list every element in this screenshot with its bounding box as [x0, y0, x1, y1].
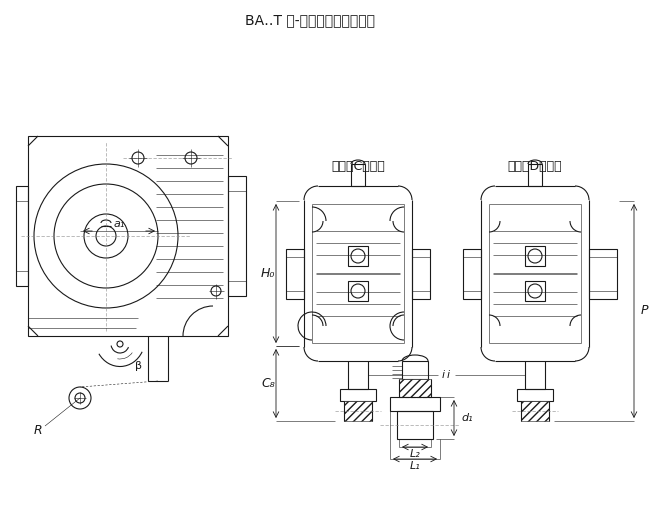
- Text: P: P: [641, 304, 649, 318]
- Text: BA‥T 型-扭矩臂安装结构尺寸: BA‥T 型-扭矩臂安装结构尺寸: [245, 13, 375, 27]
- Bar: [525, 281, 545, 301]
- Bar: [463, 249, 481, 299]
- Text: β: β: [135, 361, 142, 371]
- Bar: [351, 164, 365, 186]
- Bar: [286, 249, 304, 299]
- Text: d₁: d₁: [461, 413, 473, 423]
- Bar: [412, 249, 430, 299]
- Text: L₂: L₂: [410, 449, 421, 459]
- Bar: [228, 176, 246, 296]
- Bar: [16, 186, 28, 286]
- Bar: [528, 164, 542, 186]
- Bar: [402, 361, 428, 379]
- Text: a₁: a₁: [113, 219, 125, 229]
- Text: i: i: [447, 370, 450, 380]
- Text: R: R: [34, 424, 42, 436]
- Bar: [521, 401, 549, 421]
- Bar: [348, 281, 368, 301]
- Bar: [348, 246, 368, 266]
- Bar: [517, 389, 553, 401]
- Text: L₁: L₁: [410, 461, 421, 471]
- Bar: [28, 136, 228, 336]
- Text: i: i: [441, 370, 445, 380]
- Bar: [589, 249, 617, 299]
- Text: C₈: C₈: [261, 377, 275, 390]
- Bar: [344, 401, 372, 421]
- Text: 防转臂D面安装: 防转臂D面安装: [508, 160, 562, 173]
- Bar: [340, 389, 376, 401]
- Bar: [399, 379, 431, 397]
- Circle shape: [117, 341, 123, 347]
- Bar: [525, 246, 545, 266]
- Bar: [390, 397, 440, 411]
- Text: H₀: H₀: [261, 267, 275, 280]
- Bar: [397, 411, 433, 439]
- Text: 防转臂C面安装: 防转臂C面安装: [331, 160, 385, 173]
